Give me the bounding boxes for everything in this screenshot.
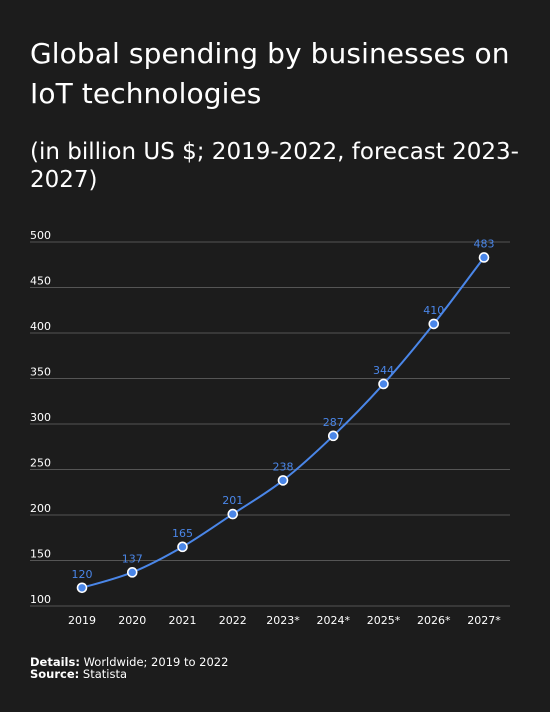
data-point-2024-f [327,430,339,442]
data-label-2019: 120 [72,568,93,581]
details-label: Details: [30,655,80,669]
x-tick-label-2022: 2022 [219,614,247,627]
details-text: Worldwide; 2019 to 2022 [83,655,229,669]
source-text: Statista [82,667,128,681]
chart-footer: Details: Worldwide; 2019 to 2022 Source:… [30,656,228,680]
data-point-2021 [177,541,188,553]
data-point-2020 [126,567,138,578]
series-line [81,256,485,589]
x-axis-ticks: 2019 2020 2021 2022 2023* 2024* 2025* 2026* 2027… [68,614,501,627]
y-axis-ticks: 100 150 200 250 300 350 400 450 500 [30,229,51,606]
x-tick-label-2024-f: 2024* [317,614,351,627]
source-label: Source: [30,667,80,681]
x-tick-label-2021: 2021 [169,614,197,627]
grid-lines [30,241,510,607]
x-tick-label-2020: 2020 [118,614,146,627]
data-labels: 120 137 165 201 238 287 344 410 483 [72,237,495,580]
source-row: Source: Statista [30,668,228,680]
data-label-2021: 165 [172,527,193,540]
x-tick-label-2025-f: 2025* [367,614,401,627]
data-label-2025-f: 344 [373,364,394,377]
y-tick-label-200: 200 [30,502,51,515]
data-label-2023-f: 238 [273,460,294,473]
data-point-2025-f [378,378,389,390]
chart-subtitle: (in billion US $; 2019-2022, forecast 20… [30,139,519,193]
line-chart: 100 150 200 250 300 350 400 450 500 2019 2020 2021… [30,229,510,627]
y-tick-label-250: 250 [30,457,51,470]
data-point-2027-f [478,252,490,263]
x-tick-label-2026-f: 2026* [417,614,451,627]
data-point-2022 [227,508,239,520]
data-point-2019 [76,582,88,594]
y-tick-label-400: 400 [30,320,51,333]
data-label-2020: 137 [122,552,143,565]
data-point-2026-f [428,318,440,330]
y-tick-label-350: 350 [30,366,51,379]
y-tick-label-100: 100 [30,593,51,606]
y-tick-label-300: 300 [30,411,51,424]
y-tick-label-500: 500 [30,229,51,242]
series-path [81,256,485,589]
data-label-2027-f: 483 [474,237,495,250]
details-row: Details: Worldwide; 2019 to 2022 [30,656,228,668]
y-tick-label-450: 450 [30,275,51,288]
x-tick-label-2023-f: 2023* [266,614,300,627]
data-points [76,252,490,594]
data-point-2023-f [277,475,289,486]
y-tick-label-150: 150 [30,548,51,561]
data-label-2022: 201 [222,494,243,507]
data-label-2026-f: 410 [423,304,444,317]
x-tick-label-2019: 2019 [68,614,96,627]
data-label-2024-f: 287 [323,416,344,429]
x-tick-label-2027-f: 2027* [467,614,501,627]
chart-title: Global spending by businesses on IoT tec… [30,37,510,110]
